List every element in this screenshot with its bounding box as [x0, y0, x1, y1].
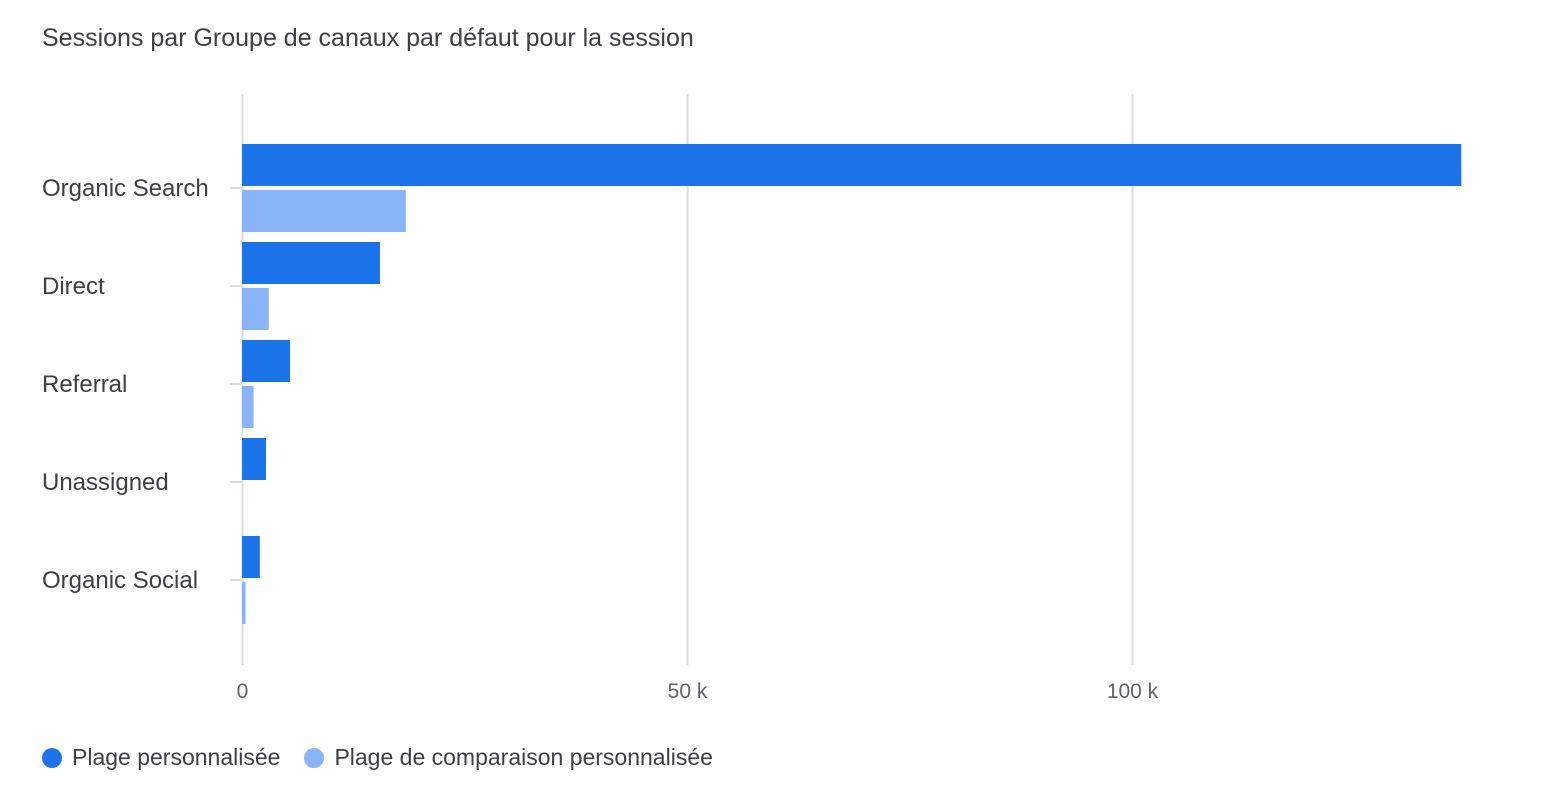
bar-current	[242, 242, 380, 284]
legend-item-comparison[interactable]: Plage de comparaison personnalisée	[304, 744, 713, 771]
bar-current	[242, 340, 291, 382]
category-label: Referral	[42, 371, 127, 398]
legend-label-comparison: Plage de comparaison personnalisée	[334, 744, 713, 770]
bar-comparison	[242, 386, 254, 428]
legend-item-current[interactable]: Plage personnalisée	[42, 744, 280, 771]
category-label: Direct	[42, 273, 105, 300]
legend-dot-comparison	[304, 747, 325, 768]
category-label: Organic Search	[42, 175, 209, 202]
x-tick-label: 0	[237, 680, 249, 703]
bar-current	[242, 438, 267, 480]
bar-chart: 0 50 k 100 k Organic Search Direct Referral Un…	[42, 94, 1462, 703]
legend-dot-current	[42, 747, 62, 768]
bar-comparison	[242, 288, 269, 330]
legend-label-current: Plage personnalisée	[72, 744, 281, 770]
category-label: Unassigned	[42, 469, 169, 496]
bar-current	[242, 144, 1462, 186]
chart-legend: Plage personnalisée Plage de comparaison…	[42, 744, 737, 771]
bar-current	[242, 536, 260, 578]
bar-comparison	[242, 190, 406, 232]
chart-title: Sessions par Groupe de canaux par défaut…	[42, 24, 694, 52]
bar-comparison	[242, 582, 246, 624]
x-tick-label: 100 k	[1107, 680, 1159, 703]
x-tick-label: 50 k	[668, 680, 708, 703]
category-label: Organic Social	[42, 567, 198, 594]
